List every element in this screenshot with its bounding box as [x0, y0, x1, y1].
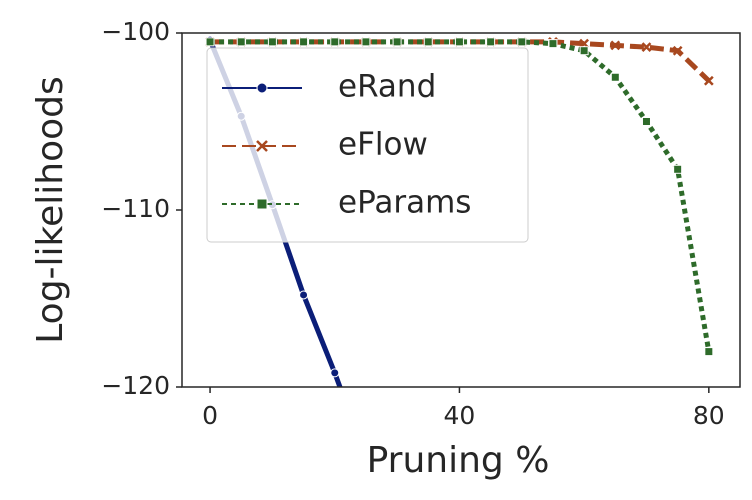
- marker: [330, 368, 340, 378]
- marker: [361, 37, 371, 47]
- marker: [236, 37, 246, 47]
- y-tick-label: −120: [101, 371, 170, 400]
- marker: [641, 117, 651, 126]
- marker: [392, 37, 402, 47]
- marker: [703, 75, 714, 86]
- marker: [704, 347, 714, 357]
- legend-label: eParams: [338, 185, 471, 221]
- series-line: [210, 39, 712, 353]
- marker: [548, 39, 558, 49]
- marker: [517, 37, 527, 47]
- marker: [256, 140, 268, 152]
- marker: [205, 37, 215, 47]
- marker: [299, 290, 309, 300]
- marker: [299, 37, 309, 47]
- marker: [330, 37, 340, 47]
- marker: [423, 37, 433, 47]
- y-tick-label: −110: [101, 194, 170, 223]
- y-axis-label: Log-likelihoods: [30, 76, 71, 344]
- legend-label: eFlow: [338, 127, 428, 163]
- legend-label: eRand: [338, 69, 436, 105]
- y-tick-label: −100: [101, 17, 170, 46]
- x-tick-label: 0: [202, 401, 218, 430]
- marker: [641, 42, 652, 53]
- legend: eRand eFlow eParams: [206, 47, 529, 243]
- marker: [672, 45, 683, 56]
- x-tick-label: 40: [444, 401, 476, 430]
- marker: [267, 37, 277, 47]
- marker: [486, 37, 496, 47]
- marker: [454, 37, 464, 47]
- marker: [256, 198, 268, 210]
- x-tick-label: 80: [693, 401, 725, 430]
- marker: [673, 164, 683, 174]
- marker: [256, 82, 268, 94]
- legend-box: [206, 47, 529, 243]
- marker: [579, 46, 589, 56]
- plot-frame: [181, 32, 741, 388]
- marker: [610, 72, 620, 82]
- marker: [610, 40, 621, 51]
- x-axis-label: Pruning %: [367, 440, 550, 481]
